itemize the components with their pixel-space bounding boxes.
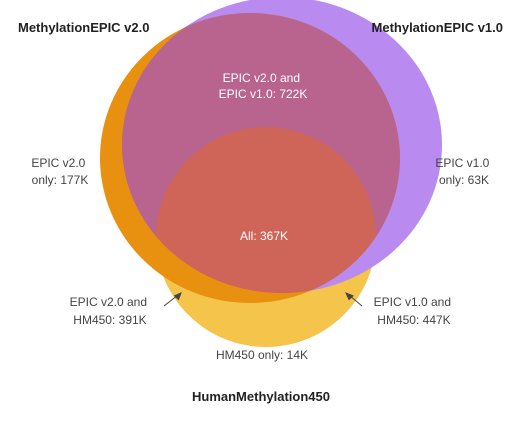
epic-v1-only-label: EPIC v1.0 only: 63K — [435, 156, 492, 187]
leader-epic-v2-hm450 — [163, 292, 182, 307]
all-label: All: 367K — [240, 229, 288, 243]
epic-v2-only-label: EPIC v2.0 only: 177K — [31, 156, 88, 187]
epic-v2-hm450-label: EPIC v2.0 and HM450: 391K — [70, 295, 151, 327]
hm450-title: HumanMethylation450 — [192, 389, 330, 404]
epic-v1-hm450-label: EPIC v1.0 and HM450: 447K — [374, 295, 455, 327]
epic-v1-title: MethylationEPIC v1.0 — [372, 20, 503, 35]
epic-v2-v1-label: EPIC v2.0 and EPIC v1.0: 722K — [219, 71, 308, 101]
epic-v2-title: MethylationEPIC v2.0 — [18, 20, 149, 35]
leader-epic-v1-hm450 — [345, 292, 363, 307]
hm450-only-label: HM450 only: 14K — [216, 348, 308, 362]
